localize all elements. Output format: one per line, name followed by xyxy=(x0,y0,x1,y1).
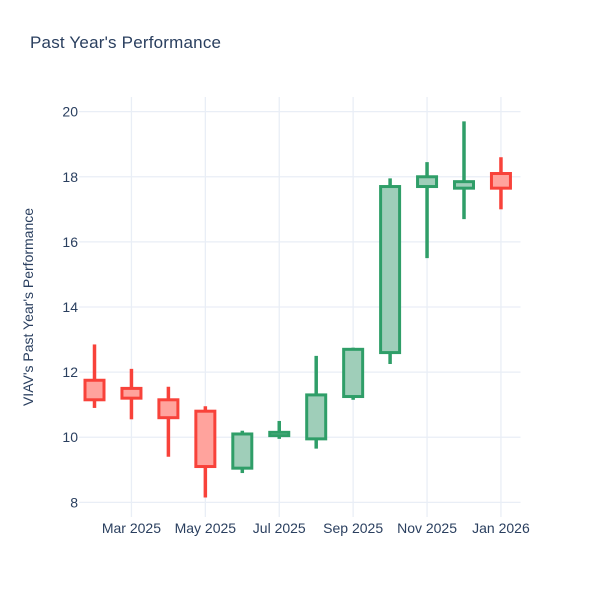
candle-body xyxy=(157,398,180,420)
candle-nov-2025[interactable] xyxy=(416,162,439,259)
candle-body xyxy=(416,175,439,189)
candle-jan-2026[interactable] xyxy=(489,157,512,210)
x-tick-label: Mar 2025 xyxy=(102,520,161,536)
candle-sep-2025[interactable] xyxy=(342,347,365,400)
candle-body xyxy=(342,347,365,399)
candle-apr-2025[interactable] xyxy=(157,386,180,457)
candle-aug-2025[interactable] xyxy=(305,355,328,449)
candle-body xyxy=(194,409,217,469)
candle-mar-2025[interactable] xyxy=(120,368,143,420)
y-tick-label: 16 xyxy=(62,234,78,250)
candle-body xyxy=(231,432,254,470)
candle-body xyxy=(453,180,475,190)
x-tick-label: Sep 2025 xyxy=(323,520,383,536)
y-tick-label: 20 xyxy=(62,104,78,120)
candle-body xyxy=(120,386,143,400)
y-tick-label: 12 xyxy=(62,364,78,380)
x-tick-label: May 2025 xyxy=(175,520,237,536)
candle-jul-2025[interactable] xyxy=(268,420,291,439)
candle-body xyxy=(268,430,291,438)
y-tick-label: 18 xyxy=(62,169,78,185)
candle-body xyxy=(305,393,328,441)
x-tick-label: Jul 2025 xyxy=(253,520,306,536)
candle-may-2025[interactable] xyxy=(194,406,217,498)
x-tick-label: Jan 2026 xyxy=(472,520,530,536)
candle-body xyxy=(83,378,106,402)
y-tick-label: 10 xyxy=(62,429,78,445)
x-tick-label: Nov 2025 xyxy=(397,520,457,536)
candle-body xyxy=(489,172,512,190)
candle-feb-2025[interactable] xyxy=(83,344,106,408)
candle-body xyxy=(379,185,402,355)
y-tick-label: 14 xyxy=(62,299,78,315)
y-tick-label: 8 xyxy=(70,494,78,510)
chart-title: Past Year's Performance xyxy=(30,33,222,52)
candle-oct-2025[interactable] xyxy=(379,178,402,364)
candle-jun-2025[interactable] xyxy=(231,430,254,474)
candle-dec-2025[interactable] xyxy=(453,121,475,220)
